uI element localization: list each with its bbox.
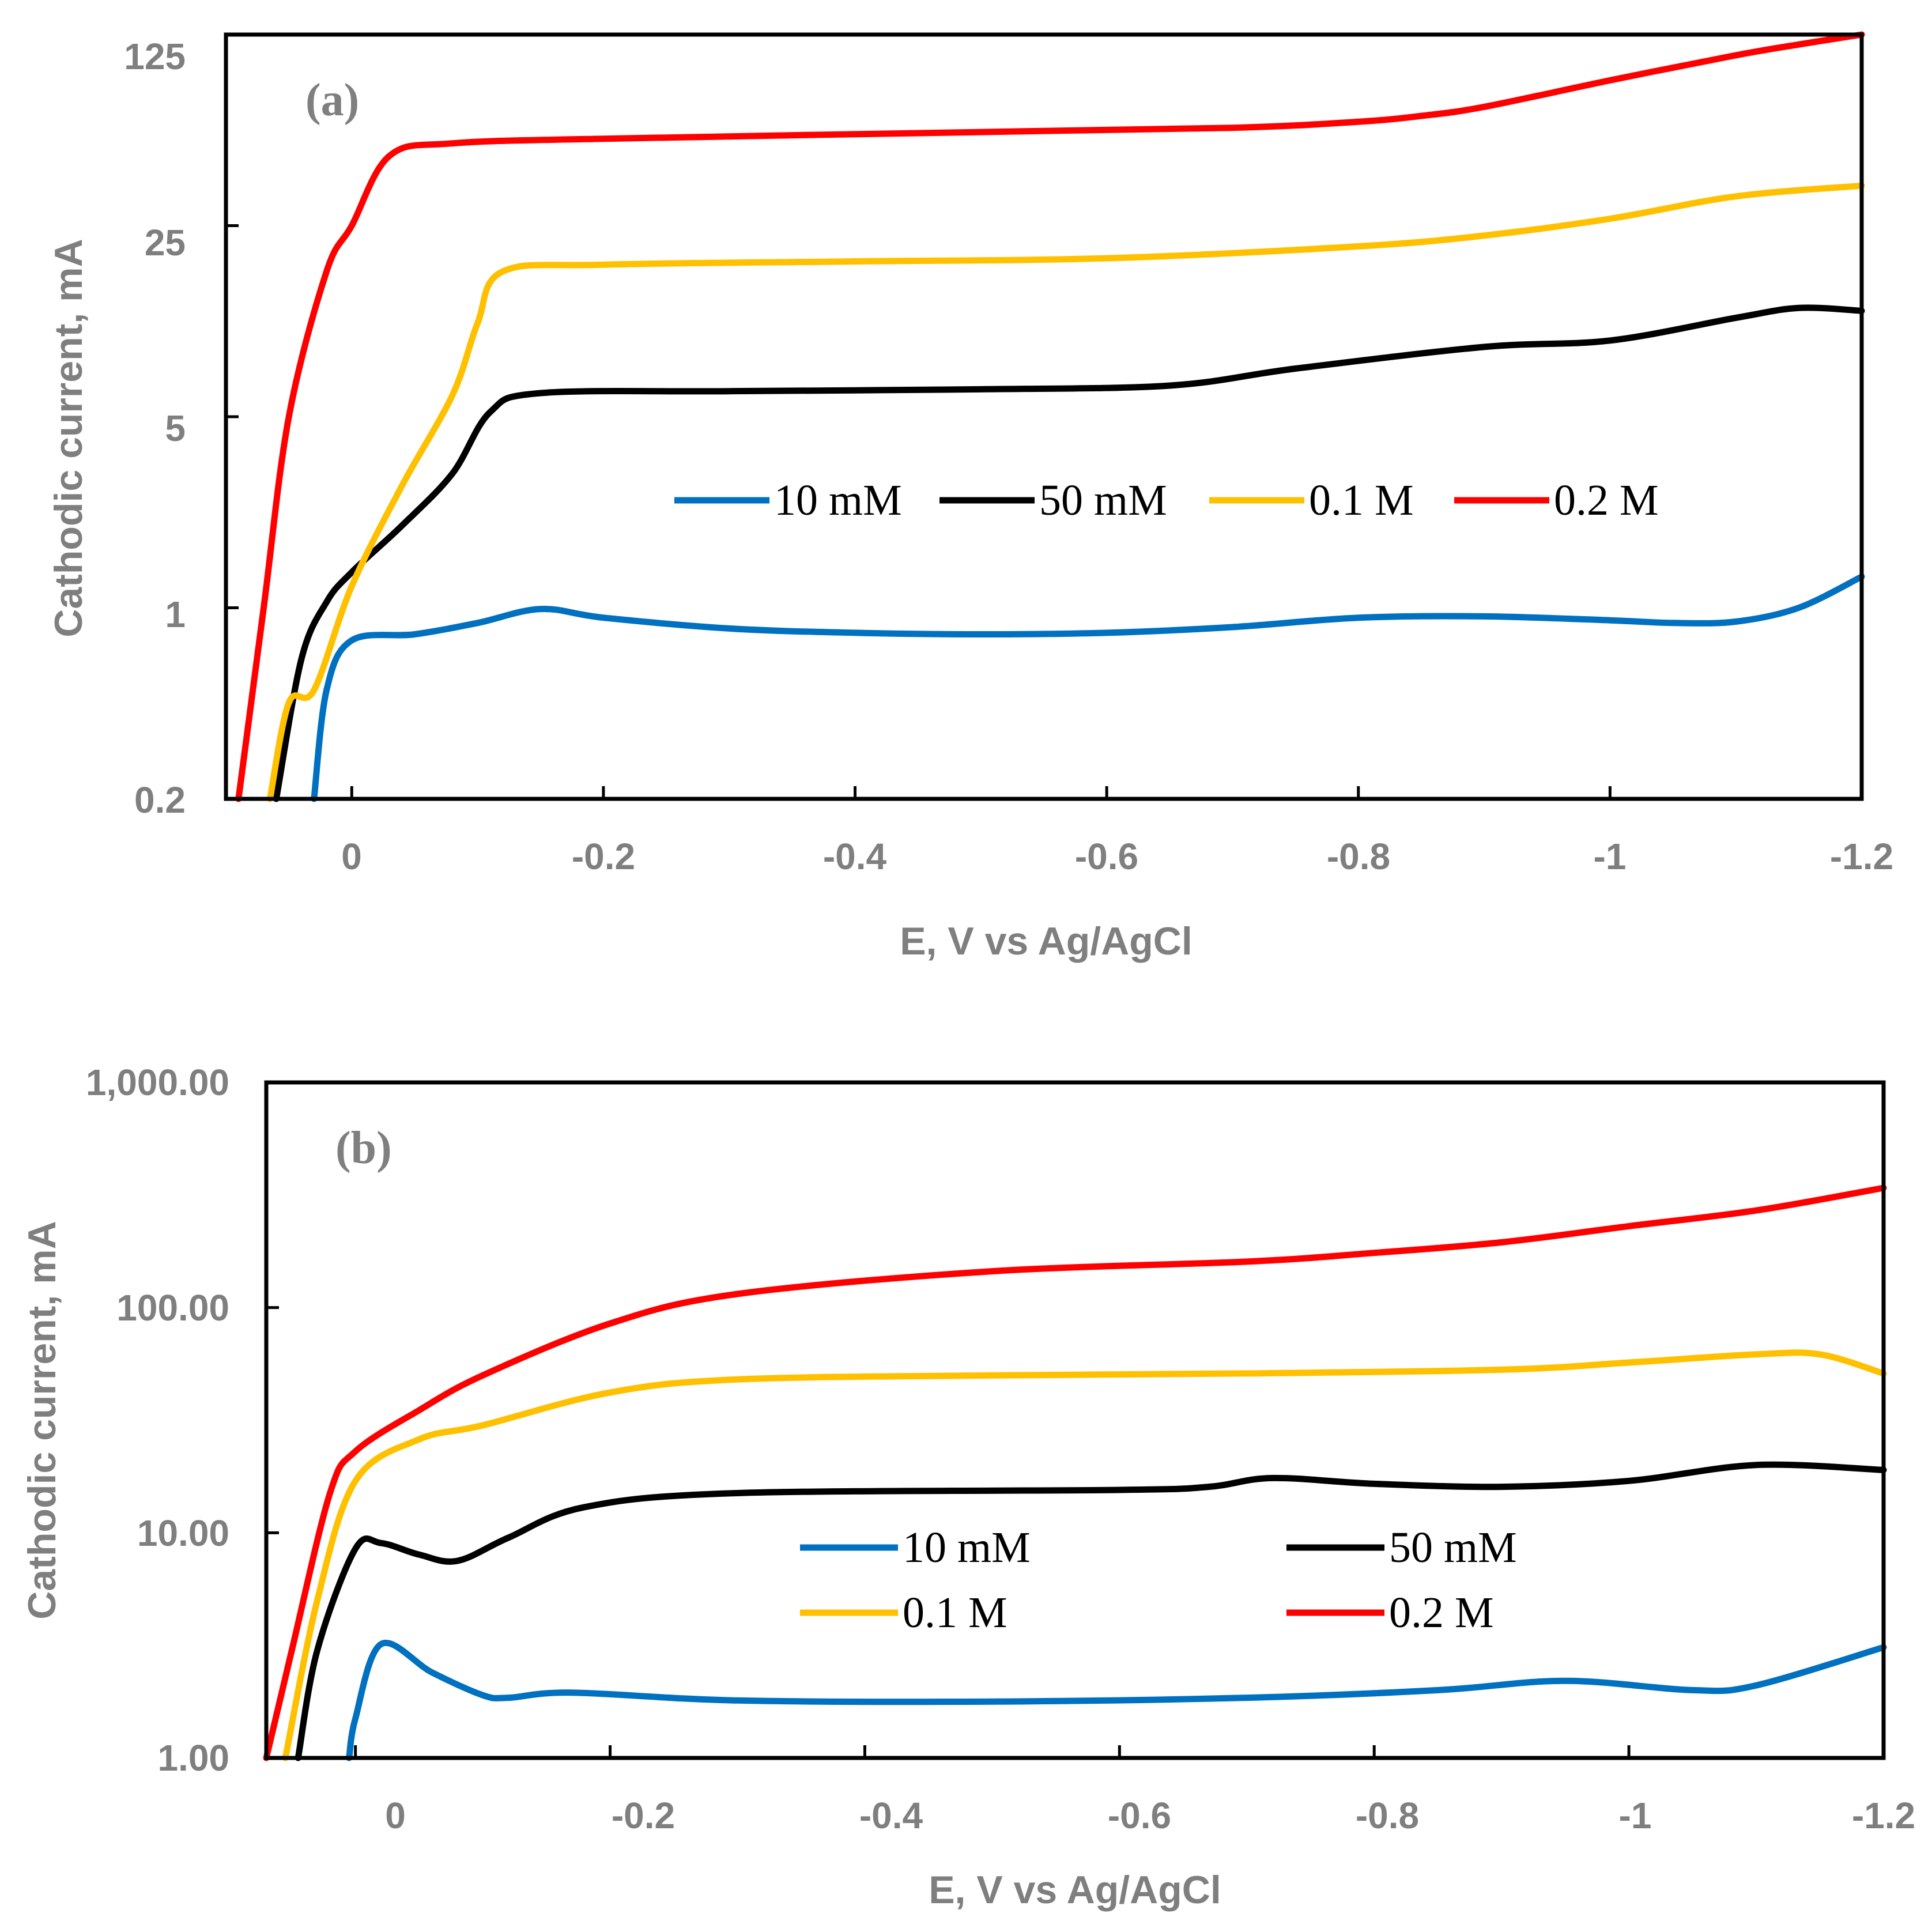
panel-a-xtick-label: -1.2 (1830, 836, 1893, 877)
panel-b-series-0.2M (263, 1184, 1887, 1761)
panel-a-label: (a) (305, 75, 359, 126)
panel-a-xtick-label: -0.8 (1327, 836, 1390, 877)
panel-a-xtick-label: -0.4 (823, 836, 887, 877)
panel-a-ytick-label: 5 (165, 407, 186, 449)
panel-b-xtick-label: -0.6 (1108, 1795, 1171, 1836)
panel-a-xtick-label: -0.6 (1075, 836, 1138, 877)
panel-a-series-0.1M (266, 182, 1865, 802)
panel-a-xtick-label: -1 (1594, 836, 1627, 877)
panel-a-ytick-label: 0.2 (134, 779, 186, 821)
panel-b-x-axis-title: E, V vs Ag/AgCl (929, 1868, 1221, 1912)
panel-b-xtick-label: -0.8 (1356, 1795, 1419, 1836)
panel-a-x-axis-title: E, V vs Ag/AgCl (900, 919, 1193, 963)
panel-b-series-0.1M (282, 1349, 1887, 1761)
panel-b-ytick-label: 10.00 (137, 1512, 229, 1554)
panel-b-xtick-label: -1.2 (1852, 1795, 1915, 1836)
panel-b-plot-frame (264, 1080, 1886, 1760)
legend-label-50mM: 50 mM (1039, 476, 1167, 524)
panel-a-legend: 10 mM 50 mM 0.1 M 0.2 M (674, 476, 1659, 524)
panel-b-ytick-label: 1,000.00 (86, 1062, 229, 1103)
panel-b-label: (b) (335, 1123, 392, 1173)
panel-a-ytick-label: 1 (165, 594, 186, 635)
chart-panel-b: (b) 1,000.00 100.00 10.00 1.00 0 -0.2 -0… (20, 1062, 1915, 1912)
panel-b-series-50mM (295, 1461, 1887, 1761)
chart-panel-a: (a) 125 25 5 1 0.2 0 -0.2 -0.4 -0.6 -0.8… (47, 31, 1893, 963)
panel-a-ytick-label: 125 (124, 36, 186, 77)
legend-label-0.1M: 0.1 M (903, 1588, 1007, 1637)
panel-b-ytick-label: 1.00 (157, 1737, 229, 1779)
legend-label-10mM: 10 mM (903, 1523, 1031, 1572)
panel-b-xtick-label: -0.2 (612, 1795, 675, 1836)
panel-a-series-50mM (273, 304, 1865, 802)
panel-a-xtick-label: 0 (341, 836, 362, 877)
panel-a-xtick-label: -0.2 (572, 836, 635, 877)
panel-b-y-axis-title: Cathodic current, mA (20, 1221, 64, 1619)
panel-b-xtick-label: -0.4 (859, 1795, 923, 1836)
legend-label-0.2M: 0.2 M (1554, 476, 1659, 524)
panel-a-ytick-label: 25 (145, 222, 186, 263)
panel-b-series-10mM (346, 1640, 1887, 1761)
panel-a-series (235, 31, 1865, 802)
legend-label-50mM: 50 mM (1389, 1523, 1517, 1572)
panel-a-series-10mM (311, 573, 1865, 802)
panel-b-series (263, 1184, 1887, 1761)
panel-b-xtick-label: 0 (385, 1795, 406, 1836)
panel-b-xtick-label: -1 (1619, 1795, 1652, 1836)
panel-a-plot-frame (224, 32, 1864, 801)
panel-b-ytick-label: 100.00 (116, 1287, 229, 1329)
panel-b-legend: 10 mM 50 mM 0.1 M 0.2 M (800, 1523, 1517, 1637)
legend-label-10mM: 10 mM (774, 476, 902, 524)
panel-a-series-0.2M (235, 31, 1865, 802)
panel-a-y-axis-title: Cathodic current, mA (47, 239, 90, 637)
legend-label-0.2M: 0.2 M (1389, 1588, 1494, 1637)
legend-label-0.1M: 0.1 M (1309, 476, 1414, 524)
